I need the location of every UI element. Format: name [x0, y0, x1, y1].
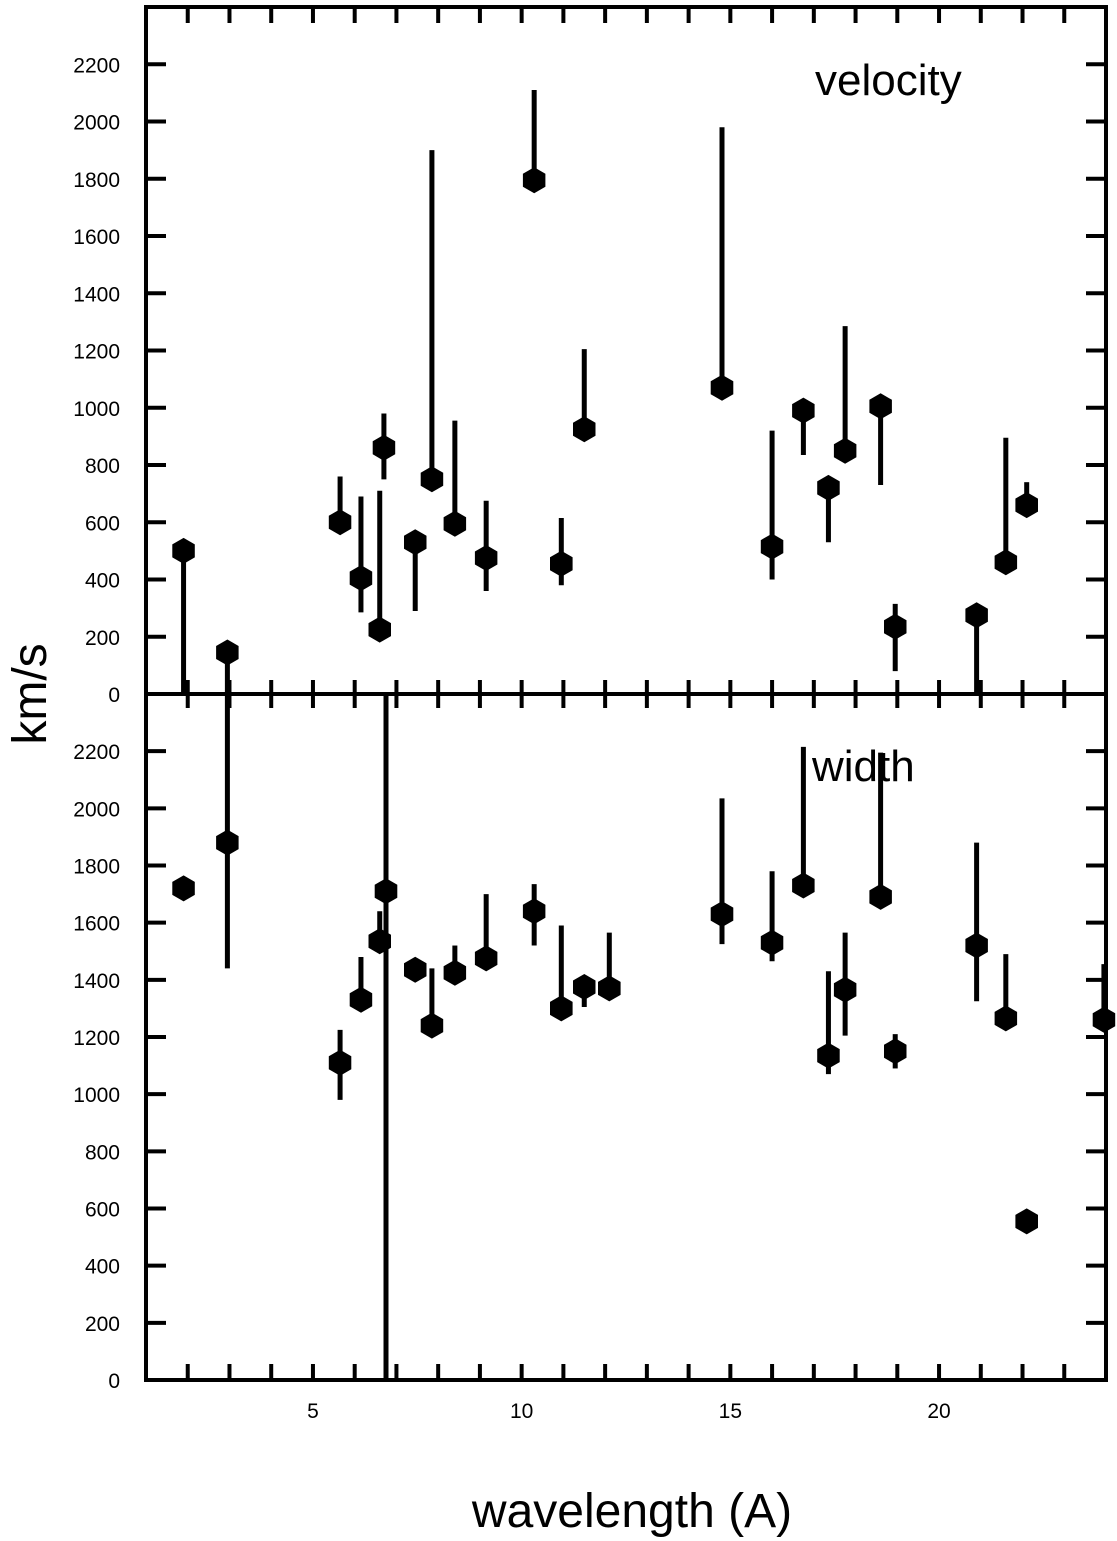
y-tick-label: 800: [85, 1141, 120, 1164]
data-point: [760, 533, 784, 560]
y-tick-label: 1600: [73, 226, 120, 249]
x-tick-label: 20: [927, 1400, 950, 1423]
y-tick-label: 600: [85, 512, 120, 535]
y-tick-label: 1000: [73, 1084, 120, 1107]
data-point: [994, 549, 1018, 576]
data-point: [474, 545, 498, 571]
y-tick-label: 1200: [73, 341, 120, 364]
panel-label-width: width: [811, 742, 915, 791]
data-point: [522, 167, 546, 194]
data-point: [368, 616, 391, 643]
data-point: [792, 872, 815, 899]
data-point: [216, 639, 239, 666]
y-tick-label: 800: [85, 455, 120, 478]
data-point: [328, 509, 352, 536]
data-point: [216, 829, 239, 856]
x-tick-label: 10: [510, 1400, 533, 1423]
data-point: [573, 974, 596, 1000]
y-tick-label: 1200: [73, 1027, 120, 1050]
tick-labels: 5 10 15 20020040060080010001200140016001800…: [73, 54, 950, 1423]
data-points: [172, 167, 1116, 1235]
y-tick-label: 1400: [73, 283, 120, 306]
data-point: [792, 397, 815, 424]
data-point: [172, 537, 195, 564]
plot-frame: [144, 5, 1108, 1382]
y-tick-label: 0: [108, 684, 120, 707]
data-point: [474, 945, 498, 972]
data-point: [404, 956, 427, 983]
data-point: [710, 374, 734, 401]
data-point: [1015, 1208, 1038, 1235]
data-point: [522, 898, 546, 925]
y-tick-label: 1800: [73, 169, 120, 192]
data-point: [884, 1038, 907, 1065]
y-tick-label: 2000: [73, 798, 120, 821]
data-point: [817, 474, 840, 501]
x-axis-title: wavelength (A): [471, 1485, 792, 1538]
y-tick-label: 400: [85, 1256, 120, 1279]
y-tick-label: 1800: [73, 856, 120, 879]
data-point: [349, 565, 373, 592]
data-point: [372, 434, 396, 461]
y-tick-label: 400: [85, 570, 120, 593]
data-point: [598, 975, 621, 1002]
panel-label-velocity: velocity: [815, 56, 962, 105]
data-point: [965, 602, 988, 629]
data-point: [550, 550, 573, 577]
data-point: [420, 1012, 444, 1039]
data-point: [869, 883, 892, 910]
data-point: [869, 393, 892, 420]
data-point: [573, 416, 596, 443]
y-tick-label: 2000: [73, 112, 120, 135]
error-bars: [181, 90, 1107, 1380]
data-point: [817, 1042, 840, 1069]
x-tick-label: 5: [307, 1400, 319, 1423]
data-point: [833, 976, 857, 1003]
data-point: [443, 510, 467, 537]
y-tick-label: 1400: [73, 970, 120, 993]
y-tick-label: 2200: [73, 741, 120, 764]
data-point: [550, 995, 573, 1022]
data-point: [1015, 492, 1038, 519]
data-point: [994, 1005, 1018, 1032]
y-tick-label: 200: [85, 627, 120, 650]
data-point: [833, 437, 857, 464]
data-point: [420, 466, 444, 493]
y-tick-label: 1000: [73, 398, 120, 421]
data-point: [404, 529, 427, 556]
data-point: [328, 1049, 352, 1076]
data-point: [710, 901, 734, 928]
y-tick-label: 2200: [73, 54, 120, 77]
data-point: [965, 932, 988, 959]
axis-ticks: [146, 7, 1106, 1382]
x-tick-label: 15: [719, 1400, 742, 1423]
data-point: [172, 875, 195, 902]
data-point: [443, 959, 467, 986]
y-tick-label: 200: [85, 1313, 120, 1336]
data-point: [368, 928, 391, 955]
y-tick-label: 1600: [73, 913, 120, 936]
data-point: [349, 986, 373, 1013]
data-point: [884, 613, 907, 640]
data-point: [760, 929, 784, 956]
data-point: [1092, 1006, 1116, 1033]
y-tick-label: 600: [85, 1199, 120, 1222]
y-axis-title: km/s: [4, 643, 57, 744]
data-point: [374, 878, 398, 905]
y-tick-label: 0: [108, 1370, 120, 1393]
